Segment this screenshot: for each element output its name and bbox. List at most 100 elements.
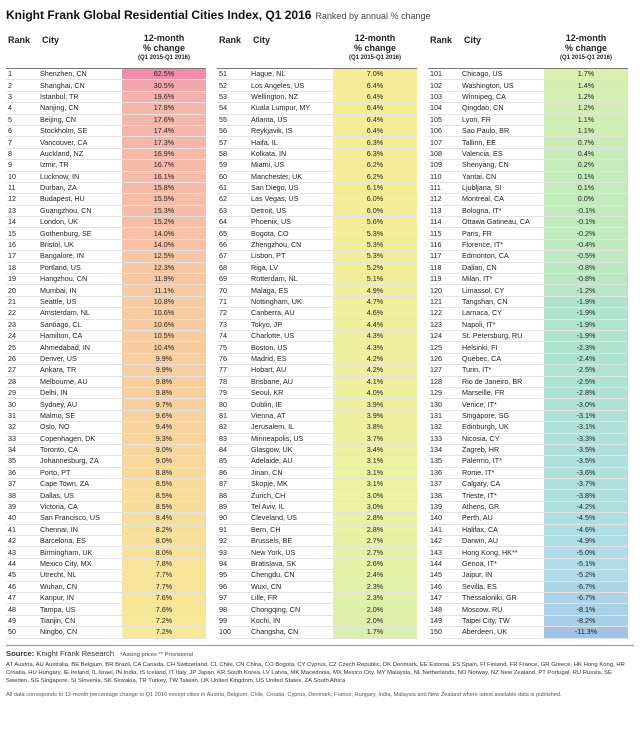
table-row: 53 Wellington, NZ 6.4% [217,91,417,104]
change-cell: -0.1% [544,205,628,217]
table-row: 84 Glasgow, UK 3.4% [217,444,417,457]
country-abbreviations: AT Austria, AU Australia, BE Belgium, BR… [6,661,625,684]
rank-cell: 143 [430,547,442,557]
rank-cell: 47 [8,593,16,603]
city-cell: Singapore, SG [462,410,510,420]
change-cell: -3.0% [544,399,628,410]
table-row: 71 Nottingham, UK 4.7% [217,296,417,309]
rank-cell: 133 [430,433,442,443]
rank-cell: 150 [430,627,442,637]
rank-cell: 45 [8,570,16,580]
change-cell: 12.5% [122,251,206,262]
city-cell: Bologna, IT* [462,205,502,215]
city-cell: Bratislava, SK [251,558,297,568]
rank-cell: 105 [430,114,442,124]
rank-cell: 43 [8,547,16,557]
table-row: 145 Jaipur, IN -5.2% [428,570,628,582]
city-cell: Bangalore, IN [40,251,84,261]
change-cell: -1.2% [544,285,628,296]
table-row: 65 Bogota, CO 5.3% [217,228,417,240]
change-cell: -8.1% [544,604,628,615]
city-cell: Vienna, AT [251,410,286,420]
rank-cell: 118 [430,262,442,272]
change-cell: 6.3% [333,137,417,148]
table-row: 110 Yantai, CN 0.1% [428,171,628,183]
city-cell: Utrecht, NL [40,570,77,580]
table-row: 46 Wuhan, CN 7.7% [6,581,206,593]
change-cell: 10.5% [122,330,206,342]
rank-cell: 74 [219,331,227,341]
page-title: Knight Frank Global Residential Cities I… [6,8,312,22]
table-row: 7 Vancouver, CA 17.3% [6,137,206,149]
change-cell: 1.2% [544,103,628,114]
table-row: 40 San Francisco, US 8.4% [6,513,206,525]
rank-cell: 102 [430,80,442,90]
table-row: 27 Ankara, TR 9.9% [6,365,206,377]
table-row: 150 Aberdeen, UK -11.3% [428,627,628,639]
rank-cell: 9 [8,160,12,170]
city-cell: Wuhan, CN [40,581,78,591]
city-cell: Cape Town, ZA [40,479,90,489]
table-row: 120 Limassol, CY -1.2% [428,285,628,297]
city-cell: Bogota, CO [251,228,289,238]
table-row: 68 Riga, LV 5.2% [217,262,417,275]
change-cell: 11.1% [122,285,206,296]
city-cell: Zhengzhou, CN [251,240,302,250]
table-row: 112 Montreal, CA 0.0% [428,194,628,206]
rank-cell: 80 [219,399,227,409]
city-cell: Washington, US [462,80,514,90]
rank-cell: 142 [430,536,442,546]
city-cell: Ankara, TR [40,365,77,375]
rank-cell: 117 [430,251,442,261]
city-cell: Ahmedabad, IN [40,342,90,352]
change-cell: 8.4% [122,513,206,524]
city-cell: Brisbane, AU [251,376,293,386]
table-row: 133 Nicosia, CY -3.3% [428,433,628,445]
change-cell: 12.3% [122,262,206,274]
city-cell: Detroit, US [251,205,287,215]
city-cell: Qingdao, CN [462,103,504,113]
city-cell: Birmingham, UK [40,547,93,557]
change-header-line2: % change [353,43,396,53]
city-cell: London, UK [40,217,78,227]
change-header-line1: 12-month [354,33,396,43]
change-cell: 2.0% [333,604,417,615]
change-cell: 9.9% [122,353,206,365]
rank-cell: 44 [8,558,16,568]
change-cell: 3.1% [333,456,417,467]
city-cell: Skopje, MK [251,479,288,489]
table-row: 31 Malmo, SE 9.6% [6,410,206,423]
table-row: 119 Milan, IT* -0.8% [428,274,628,286]
city-cell: Jerusalem, IL [251,422,295,432]
table-row: 73 Tokyo, JP 4.4% [217,319,417,331]
city-cell: Johannesburg, ZA [40,456,99,466]
change-cell: -5.2% [544,570,628,581]
city-cell: Genoa, IT* [462,558,497,568]
rank-cell: 111 [430,183,441,193]
table-row: 11 Durban, ZA 15.8% [6,182,206,195]
footer: Source: Knight Frank Research *Asking pr… [6,644,634,699]
rank-cell: 10 [8,171,16,181]
change-cell: -4.9% [544,536,628,547]
city-cell: Calgary, CA [462,479,501,489]
table-row: 24 Hamilton, CA 10.5% [6,330,206,343]
rank-cell: 147 [430,593,442,603]
rank-cell: 115 [430,228,442,238]
table-row: 20 Mumbai, IN 11.1% [6,285,206,297]
change-cell: 9.8% [122,376,206,387]
rank-cell: 120 [430,285,442,295]
table-row: 131 Singapore, SG -3.1% [428,410,628,423]
rank-cell: 23 [8,319,16,329]
city-cell: San Diego, US [251,183,299,193]
city-cell: Kolkata, IN [251,148,287,158]
city-cell: Portland, US [40,262,81,272]
city-cell: Reykjavik, IS [251,126,293,136]
change-cell: 2.7% [333,547,417,558]
change-cell: 6.0% [333,194,417,205]
city-cell: Ottawa Gatineau, CA [462,217,530,227]
change-cell: -1.9% [544,319,628,330]
city-cell: Helsinki, FI [462,342,498,352]
table-row: 142 Darwin, AU -4.9% [428,536,628,548]
city-cell: Nanjing, CN [40,103,79,113]
change-cell: 1.1% [544,125,628,137]
